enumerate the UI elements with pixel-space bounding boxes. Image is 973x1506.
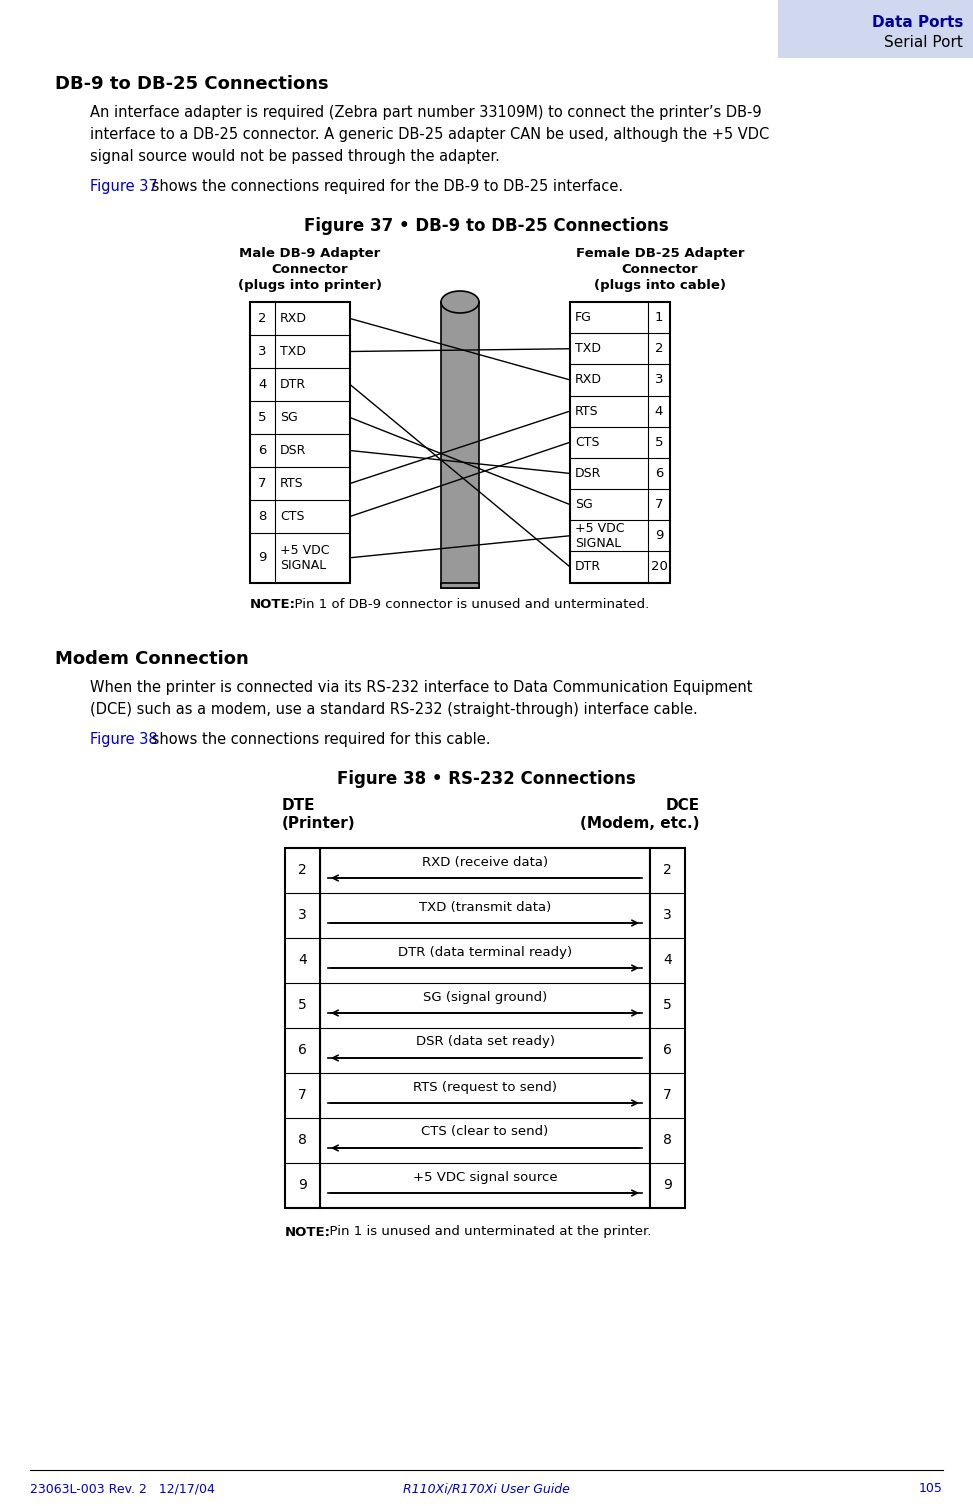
Text: Figure 38: Figure 38: [90, 732, 158, 747]
Text: Figure 37 • DB-9 to DB-25 Connections: Figure 37 • DB-9 to DB-25 Connections: [304, 217, 668, 235]
Bar: [250, 303, 350, 583]
Text: RTS: RTS: [280, 477, 304, 489]
Text: (Modem, etc.): (Modem, etc.): [581, 816, 700, 830]
Bar: [441, 583, 479, 587]
Text: DTE: DTE: [282, 798, 315, 813]
Text: SG: SG: [575, 498, 593, 511]
Text: 4: 4: [664, 953, 672, 967]
Text: +5 VDC
SIGNAL: +5 VDC SIGNAL: [575, 521, 625, 550]
Text: TXD: TXD: [575, 342, 601, 355]
Text: Pin 1 of DB-9 connector is unused and unterminated.: Pin 1 of DB-9 connector is unused and un…: [286, 598, 649, 610]
Text: NOTE:: NOTE:: [250, 598, 296, 610]
Text: 9: 9: [655, 529, 664, 542]
Text: 4: 4: [655, 405, 664, 417]
Text: 7: 7: [664, 1087, 672, 1102]
Text: RXD (receive data): RXD (receive data): [422, 855, 548, 869]
Text: NOTE:: NOTE:: [285, 1226, 331, 1238]
Text: 23063L-003 Rev. 2   12/17/04: 23063L-003 Rev. 2 12/17/04: [30, 1482, 215, 1495]
Text: 6: 6: [258, 444, 267, 456]
Text: RXD: RXD: [280, 312, 307, 325]
Text: 2: 2: [655, 342, 664, 355]
Text: SG: SG: [280, 411, 298, 425]
Text: (Printer): (Printer): [282, 816, 355, 830]
Text: CTS (clear to send): CTS (clear to send): [421, 1125, 549, 1139]
Text: 4: 4: [258, 378, 267, 392]
Text: (plugs into cable): (plugs into cable): [594, 279, 726, 292]
Text: DCE: DCE: [666, 798, 700, 813]
Bar: [570, 303, 670, 583]
Text: Female DB-25 Adapter: Female DB-25 Adapter: [576, 247, 744, 261]
Ellipse shape: [441, 291, 479, 313]
Text: 1: 1: [655, 312, 664, 324]
Text: 6: 6: [655, 467, 664, 480]
Text: DTR (data terminal ready): DTR (data terminal ready): [398, 946, 572, 958]
Text: RXD: RXD: [575, 373, 602, 387]
Text: 9: 9: [298, 1178, 306, 1193]
Text: 3: 3: [298, 908, 306, 922]
Text: 8: 8: [258, 511, 267, 523]
Text: (DCE) such as a modem, use a standard RS-232 (straight-through) interface cable.: (DCE) such as a modem, use a standard RS…: [90, 702, 698, 717]
Text: 3: 3: [655, 373, 664, 387]
Text: CTS: CTS: [575, 435, 599, 449]
Text: 7: 7: [655, 498, 664, 511]
Text: 20: 20: [651, 560, 667, 574]
Text: 2: 2: [258, 312, 267, 325]
Text: 9: 9: [258, 551, 267, 565]
Bar: [650, 848, 685, 1208]
Text: DSR: DSR: [280, 444, 306, 456]
Text: RTS (request to send): RTS (request to send): [413, 1080, 557, 1093]
Text: Pin 1 is unused and unterminated at the printer.: Pin 1 is unused and unterminated at the …: [321, 1226, 651, 1238]
Text: 2: 2: [298, 863, 306, 876]
Text: interface to a DB-25 connector. A generic DB-25 adapter CAN be used, although th: interface to a DB-25 connector. A generi…: [90, 127, 770, 142]
Text: Serial Port: Serial Port: [884, 35, 963, 50]
Text: FG: FG: [575, 312, 592, 324]
Text: 5: 5: [655, 435, 664, 449]
Text: DSR (data set ready): DSR (data set ready): [415, 1036, 555, 1048]
Bar: [320, 848, 650, 1208]
Text: An interface adapter is required (Zebra part number 33109M) to connect the print: An interface adapter is required (Zebra …: [90, 105, 762, 120]
Text: 105: 105: [919, 1482, 943, 1495]
Text: 9: 9: [663, 1178, 672, 1193]
Bar: [778, 0, 973, 59]
Text: 8: 8: [298, 1133, 306, 1148]
Text: 6: 6: [298, 1044, 306, 1057]
Text: signal source would not be passed through the adapter.: signal source would not be passed throug…: [90, 149, 500, 164]
Text: DTR: DTR: [575, 560, 601, 574]
Text: 2: 2: [664, 863, 672, 876]
Text: R110Xi/R170Xi User Guide: R110Xi/R170Xi User Guide: [403, 1482, 569, 1495]
Text: When the printer is connected via its RS-232 interface to Data Communication Equ: When the printer is connected via its RS…: [90, 679, 752, 694]
Text: 6: 6: [663, 1044, 672, 1057]
Text: TXD (transmit data): TXD (transmit data): [418, 901, 551, 914]
Text: 4: 4: [298, 953, 306, 967]
Text: Modem Connection: Modem Connection: [55, 649, 249, 667]
Text: Figure 38 • RS-232 Connections: Figure 38 • RS-232 Connections: [337, 770, 635, 788]
Text: Connector: Connector: [622, 264, 699, 276]
Text: shows the connections required for this cable.: shows the connections required for this …: [147, 732, 490, 747]
Text: SG (signal ground): SG (signal ground): [423, 991, 547, 1003]
Text: DTR: DTR: [280, 378, 306, 392]
Text: RTS: RTS: [575, 405, 598, 417]
Bar: [285, 848, 320, 1208]
Text: 5: 5: [664, 998, 672, 1012]
Text: 7: 7: [258, 477, 267, 489]
Text: Male DB-9 Adapter: Male DB-9 Adapter: [239, 247, 380, 261]
Text: +5 VDC
SIGNAL: +5 VDC SIGNAL: [280, 544, 330, 572]
Text: DB-9 to DB-25 Connections: DB-9 to DB-25 Connections: [55, 75, 329, 93]
Text: Data Ports: Data Ports: [872, 15, 963, 30]
Bar: [441, 303, 479, 587]
Text: CTS: CTS: [280, 511, 305, 523]
Text: +5 VDC signal source: +5 VDC signal source: [413, 1170, 558, 1184]
Text: Figure 37: Figure 37: [90, 179, 158, 194]
Text: 3: 3: [664, 908, 672, 922]
Text: 7: 7: [298, 1087, 306, 1102]
Text: 5: 5: [298, 998, 306, 1012]
Text: shows the connections required for the DB-9 to DB-25 interface.: shows the connections required for the D…: [147, 179, 623, 194]
Text: DSR: DSR: [575, 467, 601, 480]
Text: (plugs into printer): (plugs into printer): [238, 279, 382, 292]
Text: Connector: Connector: [271, 264, 348, 276]
Text: 8: 8: [663, 1133, 672, 1148]
Text: TXD: TXD: [280, 345, 306, 358]
Text: 3: 3: [258, 345, 267, 358]
Text: 5: 5: [258, 411, 267, 425]
